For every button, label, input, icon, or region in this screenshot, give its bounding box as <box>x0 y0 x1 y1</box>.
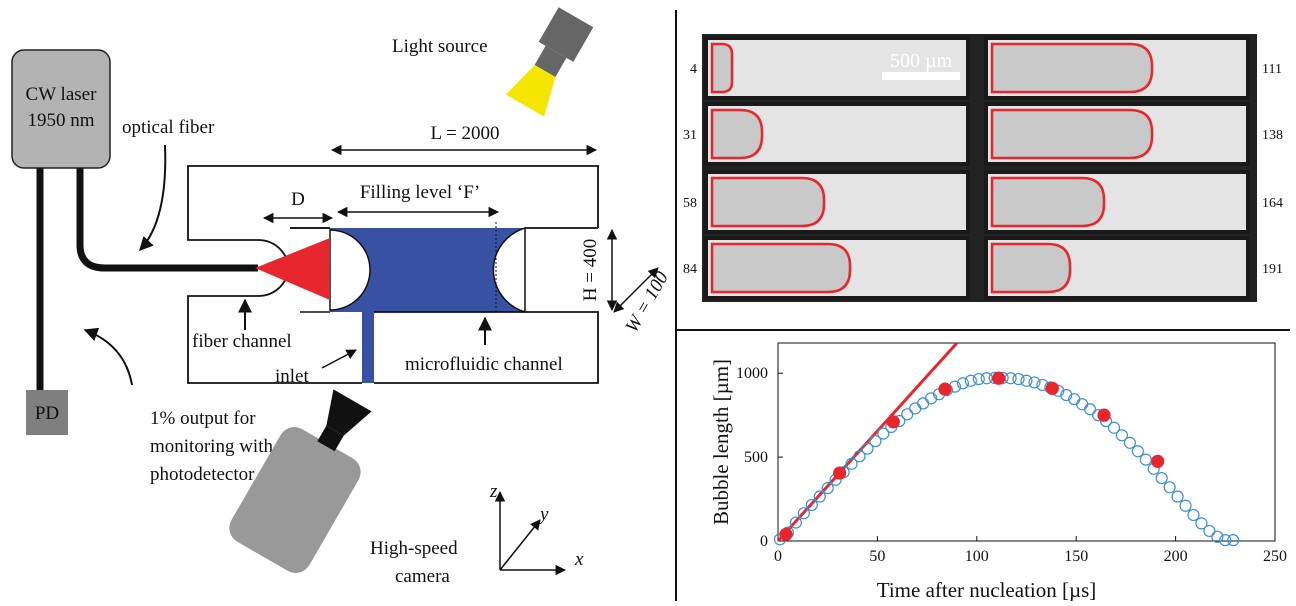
open-point <box>1077 399 1088 410</box>
filled-point <box>1098 409 1110 421</box>
bubble-outline <box>712 178 824 226</box>
bubble-outline <box>712 44 732 92</box>
frame-label: 191 <box>1262 262 1283 277</box>
open-point <box>1164 482 1175 493</box>
filled-point <box>780 528 792 540</box>
open-point <box>1013 374 1024 385</box>
open-point <box>1085 404 1096 415</box>
arrow <box>85 330 132 385</box>
label: High-speed <box>370 538 458 559</box>
x-tick-label: 0 <box>774 548 782 565</box>
x-tick-label: 200 <box>1164 548 1188 565</box>
frame-label: 58 <box>683 196 697 211</box>
open-point <box>1228 535 1239 546</box>
label: Light source <box>392 36 488 57</box>
x-tick-label: 150 <box>1064 548 1088 565</box>
filled-point <box>939 383 951 395</box>
scale-label: 500 µm <box>890 50 953 72</box>
fiber <box>80 168 258 268</box>
label: D <box>291 189 305 210</box>
y-tick-label: 0 <box>760 533 768 550</box>
frame-label: 31 <box>683 128 697 143</box>
bubble-outline <box>992 178 1104 226</box>
label: microfluidic channel <box>405 354 563 375</box>
x-tick-label: 50 <box>869 548 885 565</box>
filled-point <box>1046 382 1058 394</box>
inlet-liquid <box>362 312 374 383</box>
label: Filling level ‘F’ <box>360 182 480 203</box>
open-point <box>918 398 929 409</box>
label: PD <box>35 403 59 424</box>
label: camera <box>395 566 450 587</box>
label: H = 400 <box>580 239 601 301</box>
y-tick-label: 1000 <box>736 365 768 382</box>
open-point <box>1180 500 1191 511</box>
open-point <box>965 375 976 386</box>
label: x <box>574 549 584 570</box>
label: optical fiber <box>122 117 215 138</box>
frame-label: 111 <box>1262 62 1282 77</box>
arrow <box>140 145 165 250</box>
laser-cone <box>255 238 330 300</box>
y-axis-label: Bubble length [µm] <box>709 359 733 525</box>
open-point <box>1132 446 1143 457</box>
open-point <box>1172 491 1183 502</box>
filled-point <box>1152 455 1164 467</box>
frame-label: 164 <box>1262 196 1283 211</box>
label: fiber channel <box>192 331 292 352</box>
fit-line <box>778 343 957 541</box>
label: inlet <box>275 366 309 387</box>
bubble-outline <box>712 110 762 158</box>
open-point <box>1188 509 1199 520</box>
x-tick-label: 100 <box>965 548 989 565</box>
filled-point <box>834 467 846 479</box>
laser-box <box>12 50 110 168</box>
filled-point <box>993 372 1005 384</box>
label: CW laser <box>26 84 98 105</box>
open-point <box>1204 525 1215 536</box>
label: monitoring with <box>150 436 273 457</box>
micrographs: 500 µm 4 31 58 84 111 138 164 191 <box>683 34 1283 302</box>
frame-label: 84 <box>683 262 697 277</box>
open-point <box>1156 473 1167 484</box>
label: 1% output for <box>150 408 256 429</box>
bubble-outline <box>712 244 850 292</box>
filled-point <box>887 416 899 428</box>
open-point <box>1029 377 1040 388</box>
label: z <box>489 481 498 502</box>
frame-label: 4 <box>690 62 697 77</box>
scale-bar <box>882 72 960 80</box>
label: photodetector <box>150 464 255 485</box>
axis-arrow <box>500 520 540 570</box>
bubble-outline <box>992 244 1070 292</box>
setup-diagram: CW laser 1950 nm PD optical fiber 1% out… <box>12 6 673 587</box>
bubble-outline <box>992 110 1152 158</box>
x-tick-label: 250 <box>1263 548 1287 565</box>
plot-frame <box>778 343 1275 541</box>
open-point <box>1124 437 1135 448</box>
open-point <box>1021 375 1032 386</box>
frame-label: 138 <box>1262 128 1283 143</box>
chart: 0 50 100 150 200 250 0 500 1000 Time after nuclea… <box>709 343 1287 601</box>
page: {"diagram":{"light_source":"Light source… <box>0 0 1296 606</box>
x-axis-label: Time after nucleation [µs] <box>877 578 1097 601</box>
label: L = 2000 <box>430 123 499 144</box>
figure: CW laser 1950 nm PD optical fiber 1% out… <box>0 0 1296 601</box>
arrow <box>322 350 356 368</box>
open-point <box>910 403 921 414</box>
open-point <box>902 409 913 420</box>
lamp <box>506 6 595 116</box>
open-point <box>1140 454 1151 465</box>
label: y <box>538 504 549 525</box>
y-tick-label: 500 <box>744 449 768 466</box>
label: 1950 nm <box>27 110 94 131</box>
bubble-outline <box>992 44 1152 92</box>
